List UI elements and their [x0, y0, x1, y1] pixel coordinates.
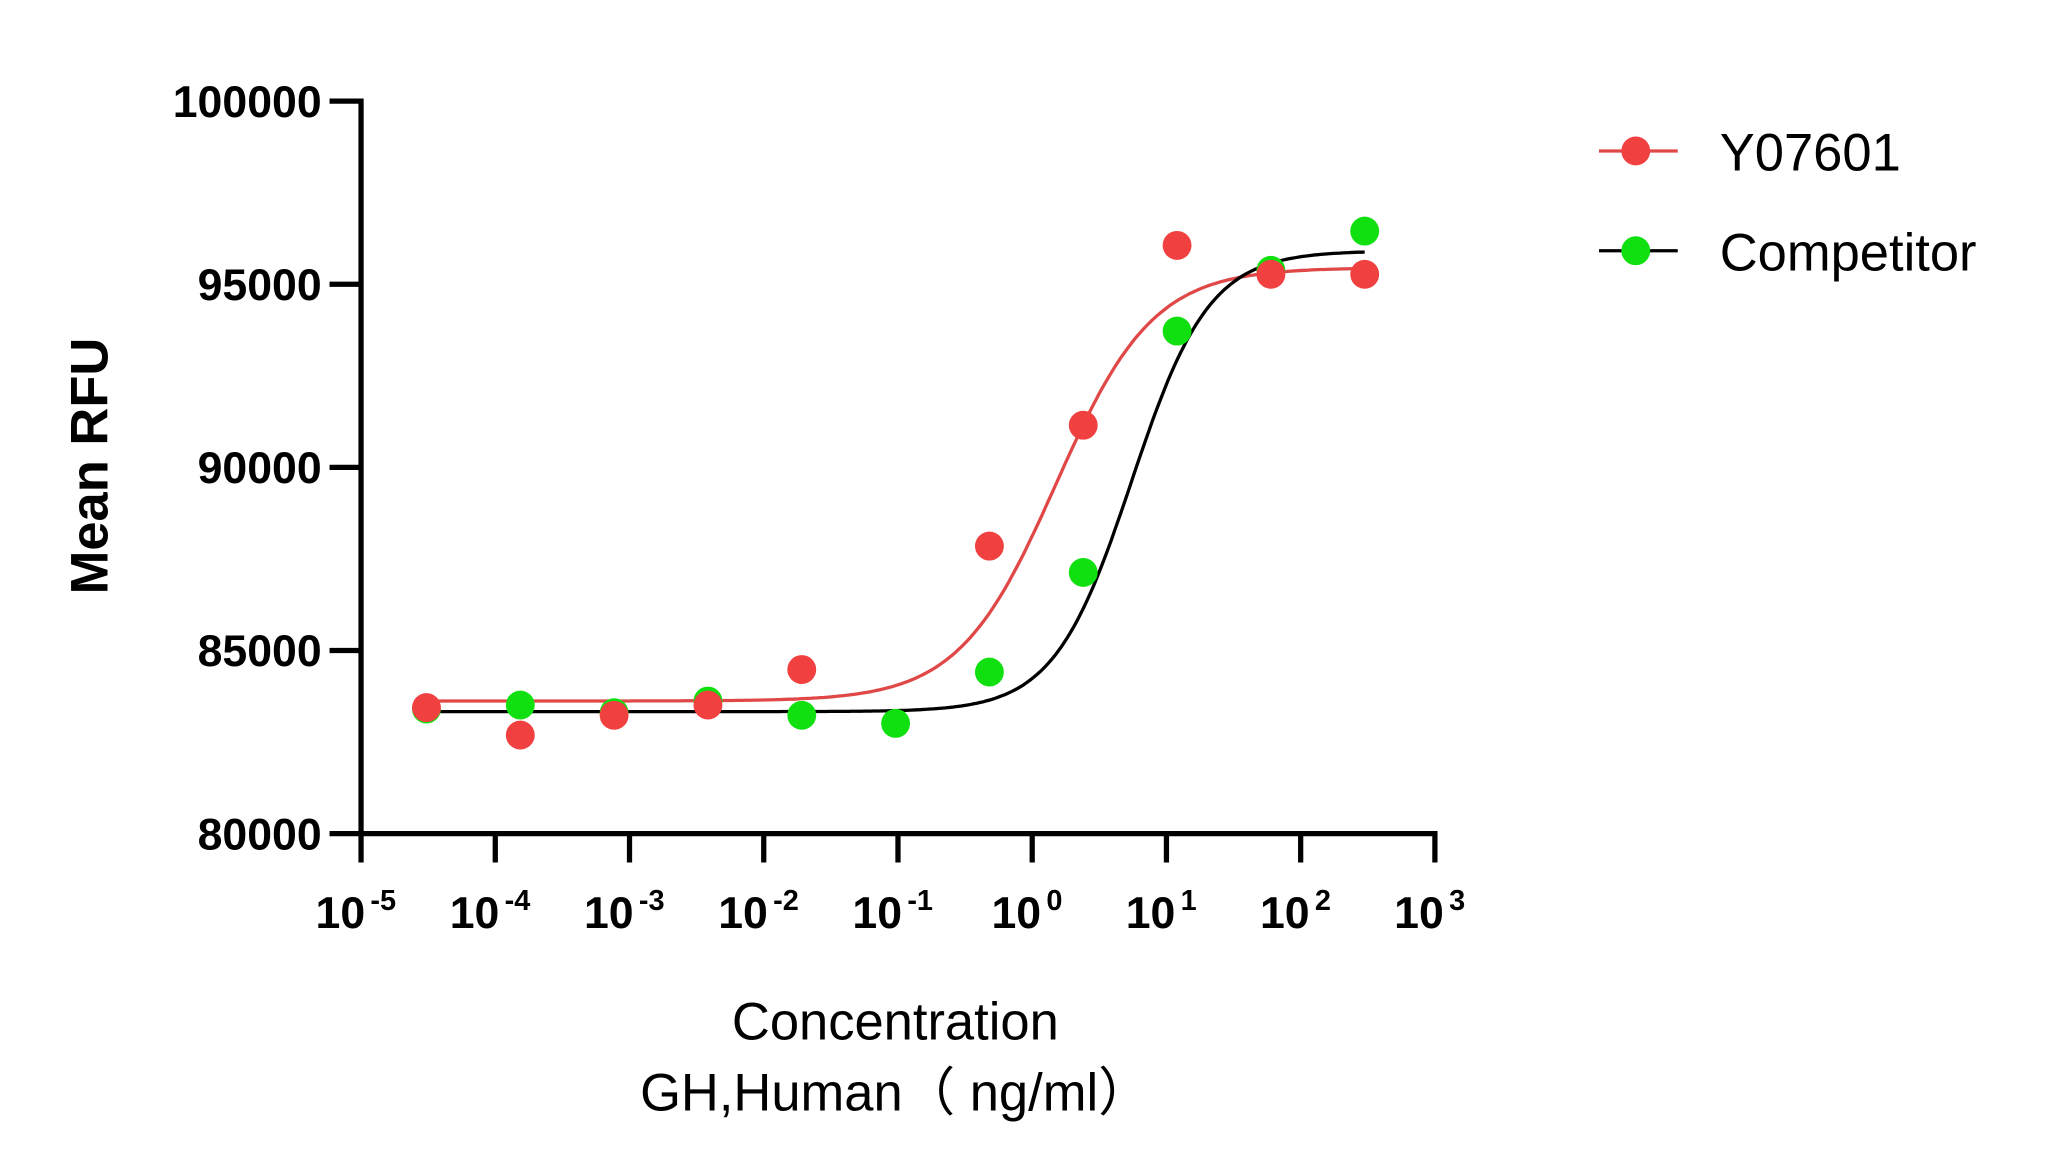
data-point-competitor	[1350, 216, 1380, 246]
data-point-competitor	[787, 700, 817, 730]
x-tick-label: 10 3	[1394, 885, 1465, 938]
y-tick-label: 80000	[198, 810, 322, 859]
legend-marker	[1621, 136, 1651, 166]
y-tick-label: 100000	[173, 78, 322, 127]
fit-curves	[426, 250, 1365, 714]
data-point-y07601	[412, 693, 441, 723]
x-axis-label: Concentration	[732, 993, 1059, 1052]
x-axis-label-units: GH,Human（ ng/ml）	[640, 1064, 1151, 1123]
x-tick-label: 10 2	[1260, 885, 1331, 938]
y-tick-label: 85000	[198, 627, 322, 676]
legend-label: Y07601	[1720, 124, 1901, 183]
x-tick-label: 10 -4	[450, 885, 531, 938]
y-tick-label: 90000	[198, 444, 322, 493]
data-point-y07601	[599, 700, 629, 730]
data-point-competitor	[881, 708, 911, 738]
fit-curve-competitor	[426, 250, 1365, 714]
data-point-competitor	[1162, 316, 1192, 346]
data-point-y07601	[1068, 410, 1098, 440]
legend-marker	[1621, 236, 1651, 266]
data-points	[412, 216, 1380, 750]
x-tick-label: 10 -5	[316, 885, 397, 938]
axes: 80000 85000 90000 95000 100000 10 -5 10 -4 10 -3 10…	[173, 78, 1465, 938]
data-point-y07601	[693, 690, 723, 720]
data-point-y07601	[974, 531, 1004, 561]
legend: Y07601 Competitor	[1598, 124, 1977, 282]
data-point-y07601	[1256, 259, 1286, 289]
x-tick-label: 10 -3	[584, 885, 665, 938]
data-point-competitor	[505, 690, 535, 720]
data-point-y07601	[1350, 259, 1380, 289]
data-point-y07601	[1162, 230, 1192, 260]
x-tick-label: 10 0	[991, 885, 1062, 938]
y-tick-label: 95000	[198, 261, 322, 310]
x-tick-label: 10 -2	[718, 885, 799, 938]
x-tick-label: 10 1	[1126, 885, 1197, 938]
x-tick-label: 10 -1	[852, 885, 933, 938]
data-point-competitor	[1068, 558, 1098, 587]
data-point-y07601	[505, 720, 535, 750]
legend-label: Competitor	[1720, 223, 1977, 282]
data-point-competitor	[974, 657, 1004, 687]
y-axis-label: Mean RFU	[61, 338, 120, 595]
data-point-y07601	[787, 655, 817, 684]
fit-curve-y07601	[426, 266, 1365, 703]
